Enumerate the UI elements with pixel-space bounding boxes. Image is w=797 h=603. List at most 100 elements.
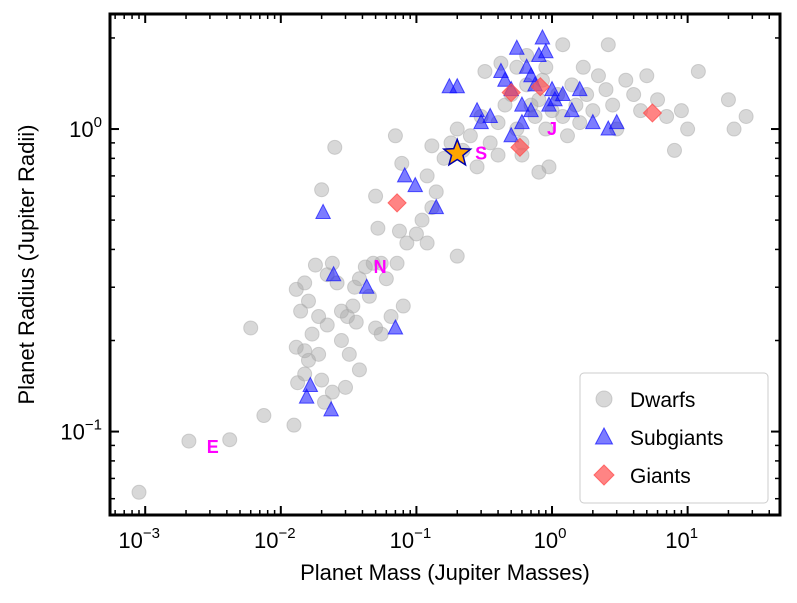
dwarfs-point [347, 279, 363, 295]
planet-annotations: E N S J [207, 119, 557, 457]
dwarfs-point [383, 309, 399, 325]
dwarfs-point [314, 182, 330, 198]
subgiants-point [387, 318, 404, 335]
dwarfs-point [297, 366, 313, 382]
dwarfs-point [414, 212, 430, 228]
dwarfs-point [351, 362, 367, 378]
dwarfs-point [673, 103, 689, 119]
subgiants-point [407, 176, 424, 193]
giants-point [530, 77, 551, 97]
subgiants-point [298, 388, 315, 404]
subgiants-point [469, 101, 486, 118]
series-giants [387, 77, 663, 213]
dwarfs-point [572, 115, 588, 131]
x-axis-label: Planet Mass (Jupiter Masses) [300, 560, 590, 585]
dwarfs-point [477, 63, 493, 79]
axis-ticks: 10−3 10−2 10−1 101 100 10−1 100 [60, 14, 780, 553]
subgiants-point [428, 198, 445, 215]
x-tick-label: 10−1 [390, 525, 432, 553]
dwarfs-point [639, 68, 655, 84]
dwarfs-point [618, 72, 634, 88]
dwarfs-point [538, 59, 554, 75]
subgiants-point [323, 400, 340, 417]
dwarfs-point [399, 235, 415, 251]
series-subgiants [298, 28, 625, 417]
plot-frame [108, 12, 782, 517]
dwarfs-point [297, 343, 313, 359]
dwarfs-point [307, 257, 323, 273]
subgiants-point [554, 85, 571, 102]
dwarfs-point [311, 309, 327, 325]
subgiants-point [534, 28, 551, 45]
legend-entry-dwarfs: Dwarfs [595, 389, 695, 412]
legend-label: Subgiants [630, 427, 723, 450]
dwarfs-point [419, 168, 435, 184]
dwarfs-point [605, 97, 621, 113]
subgiants-point [358, 278, 375, 294]
giants-point [501, 82, 521, 103]
subgiants-point [571, 80, 588, 97]
dwarfs-point [370, 220, 386, 236]
subgiants-point [584, 113, 601, 130]
legend-label: Giants [630, 465, 691, 488]
dwarfs-point [387, 128, 403, 144]
x-tick-label: 100 [534, 525, 567, 553]
dwarfs-point [243, 320, 259, 336]
dwarfs-point [311, 346, 327, 362]
dwarfs-point [449, 121, 465, 137]
dwarfs-point [324, 384, 340, 400]
legend-marker-giants [593, 464, 615, 486]
subgiants-point [537, 42, 554, 59]
dwarfs-point [368, 188, 384, 204]
y-axis-label: Planet Radius (Jupiter Radii) [14, 124, 39, 404]
dwarfs-point [391, 223, 407, 239]
dwarfs-point [389, 255, 405, 271]
legend-entry-giants: Giants [593, 464, 691, 488]
annotation-j: J [547, 119, 557, 139]
dwarfs-point [720, 92, 736, 108]
annotation-n: N [374, 257, 387, 277]
data-points [131, 28, 754, 500]
dwarfs-point [738, 109, 754, 125]
dwarfs-point [365, 255, 381, 271]
dwarfs-point [626, 87, 642, 103]
dwarfs-point [338, 379, 354, 395]
dwarfs-point [449, 248, 465, 264]
legend-label: Dwarfs [630, 389, 695, 412]
legend-box [579, 372, 769, 504]
annotation-e: E [207, 437, 219, 457]
subgiants-point [396, 166, 413, 183]
subgiants-point [325, 265, 342, 282]
dwarfs-point [394, 155, 410, 171]
dwarfs-point [293, 303, 309, 319]
dwarfs-point [419, 235, 435, 251]
annotation-s: S [475, 144, 487, 164]
subgiants-point [482, 107, 499, 124]
dwarfs-point [333, 333, 349, 349]
dwarfs-point [348, 314, 364, 330]
dwarfs-point [538, 121, 554, 137]
dwarfs-point [531, 164, 547, 180]
subgiants-point [496, 71, 514, 87]
dwarfs-point [680, 121, 696, 137]
dwarfs-point [222, 432, 238, 448]
subgiants-point [513, 113, 530, 130]
dwarfs-point [181, 433, 197, 449]
subgiants-point [563, 101, 580, 118]
series-dwarfs [131, 37, 754, 500]
highlight-star-point [441, 137, 473, 167]
subgiants-point [513, 95, 530, 112]
giants-point [387, 193, 407, 213]
dwarfs-point [300, 293, 316, 309]
dwarfs-point [559, 128, 575, 144]
subgiants-point [608, 113, 625, 130]
subgiants-point [522, 101, 540, 118]
x-tick-label: 10−2 [254, 525, 296, 553]
dwarfs-point [598, 82, 614, 98]
dwarfs-point [314, 372, 330, 388]
dwarfs-point [357, 259, 373, 275]
dwarfs-point [659, 109, 675, 125]
dwarfs-point [395, 298, 411, 314]
legend: Dwarfs Subgiants Giants [579, 372, 769, 504]
